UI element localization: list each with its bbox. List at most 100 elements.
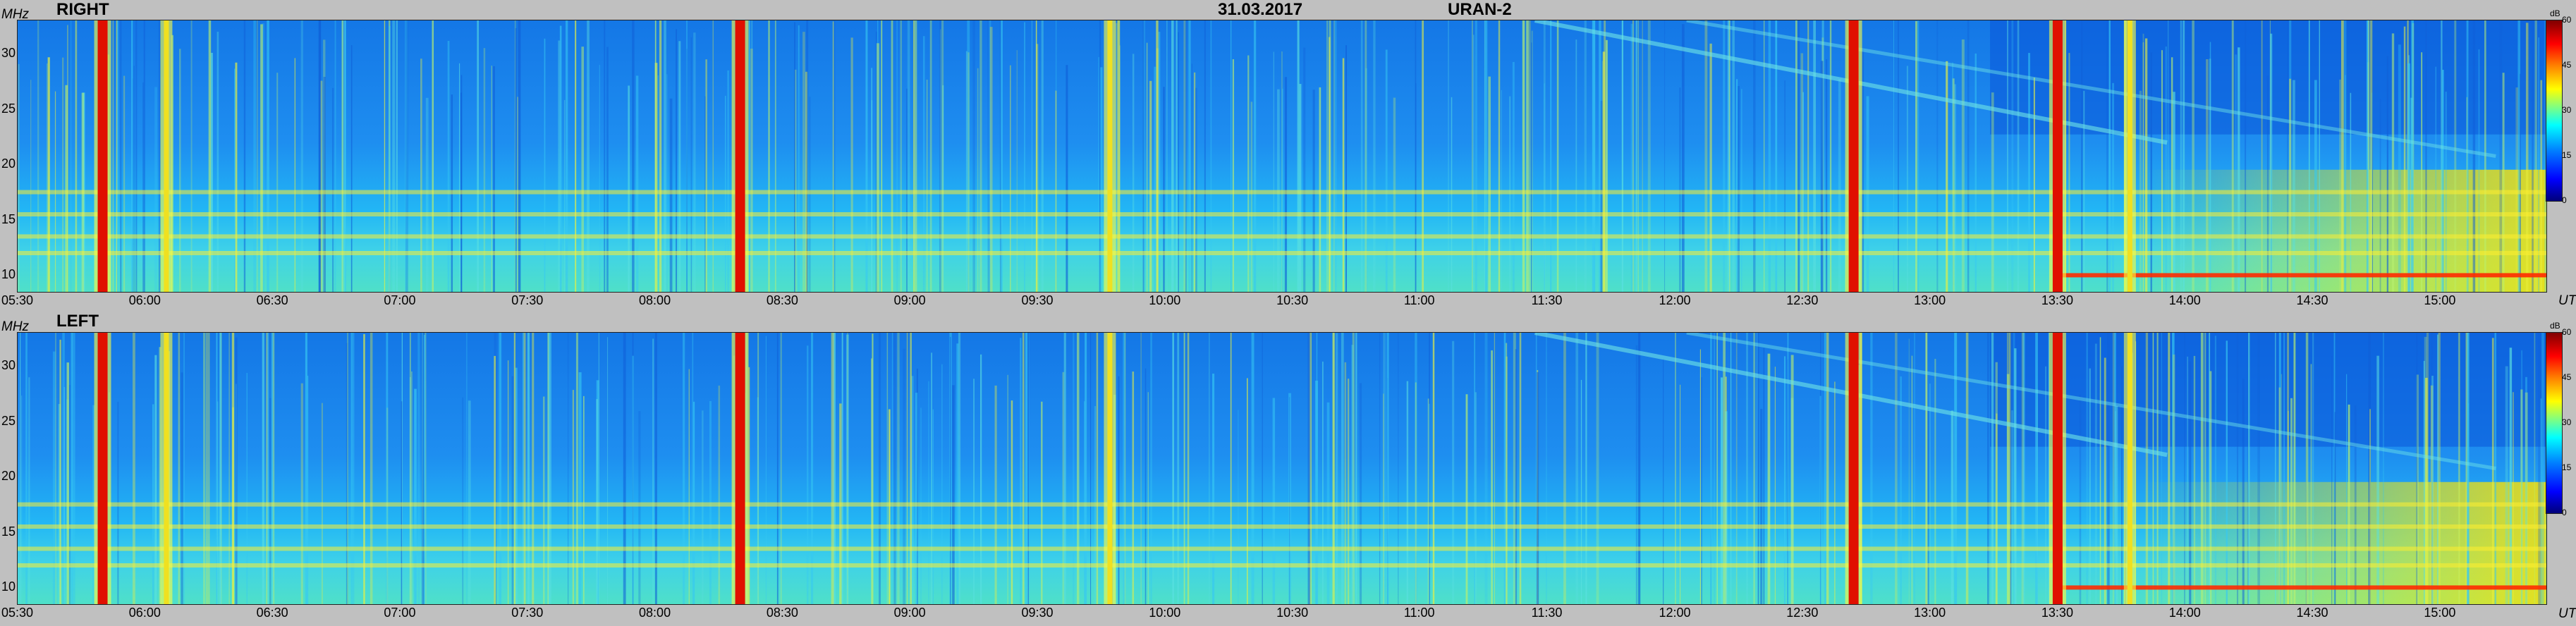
x-tick-label: 06:00 [128, 606, 161, 620]
x-tick-label: 12:30 [1786, 293, 1819, 307]
interference-line [18, 234, 2546, 239]
x-tick-label: 09:00 [893, 293, 926, 307]
interference-line [18, 546, 2546, 551]
burst-0947 [1107, 333, 1113, 604]
x-tick-label: 07:30 [511, 606, 544, 620]
burst-0550 [97, 20, 108, 292]
spectrogram-left [17, 332, 2547, 605]
instrument-label: URAN-2 [1448, 0, 1512, 19]
y-tick-label: 30 [1, 358, 16, 373]
colorbar-unit-2: dB [2550, 321, 2560, 331]
colorbar-tick-label: 60 [2562, 327, 2572, 337]
interference-line [2057, 585, 2546, 590]
y-tick-label: 20 [1, 156, 16, 171]
y-tick-label: 25 [1, 413, 16, 428]
x-tick-label: 08:30 [766, 606, 798, 620]
interference-line [2057, 273, 2546, 278]
y-tick-label: 30 [1, 46, 16, 61]
colorbar-right [2546, 20, 2563, 202]
x-tick-label: 10:30 [1276, 606, 1309, 620]
colorbar-tick-label: 45 [2562, 60, 2572, 70]
spectrogram-right-svg [18, 20, 2546, 292]
x-tick-label: 10:30 [1276, 293, 1309, 307]
x-tick-label: 15:00 [2424, 606, 2456, 620]
low-intensity-region [1990, 20, 2546, 135]
burst-1242 [1848, 20, 1859, 292]
colorbar-tick-label: 45 [2562, 372, 2572, 382]
x-tick-label: 07:00 [384, 293, 416, 307]
burst-1347 [2127, 333, 2132, 604]
interference-line [18, 212, 2546, 216]
x-tick-label: 11:00 [1403, 606, 1435, 620]
x-tick-label: 09:30 [1021, 293, 1054, 307]
interference-line [18, 251, 2546, 255]
date-label: 31.03.2017 [1218, 0, 1303, 19]
y-unit-label: MHz [1, 7, 30, 22]
x-tick-label: 11:30 [1531, 293, 1563, 307]
colorbar-tick-label: 15 [2562, 462, 2572, 472]
interference-line [18, 190, 2546, 195]
y-tick-label: 15 [1, 211, 16, 226]
x-tick-label: 13:00 [1914, 606, 1946, 620]
x-tick-label: 11:30 [1531, 606, 1563, 620]
x-tick-label: 14:00 [2168, 293, 2201, 307]
colorbar-tick-label: 30 [2562, 105, 2572, 115]
interference-line [18, 524, 2546, 529]
colorbar-unit: dB [2550, 8, 2560, 18]
x-tick-label: 08:00 [639, 293, 671, 307]
y-tick-label: 10 [1, 579, 16, 594]
burst-1330 [2052, 20, 2063, 292]
x-tick-label: 09:00 [893, 606, 926, 620]
burst-1242 [1848, 333, 1859, 604]
x-unit-label: UT [2558, 293, 2576, 308]
spectrogram-left-svg [18, 333, 2546, 604]
x-tick-label: 15:00 [2424, 293, 2456, 307]
interference-line [18, 502, 2546, 507]
x-tick-label: 05:30 [1, 293, 34, 307]
x-tick-label: 08:30 [766, 293, 798, 307]
x-tick-label: 12:00 [1659, 606, 1691, 620]
y-tick-label: 20 [1, 469, 16, 484]
x-tick-label: 14:30 [2296, 293, 2328, 307]
x-tick-label: 12:30 [1786, 606, 1819, 620]
x-tick-label: 13:30 [2041, 293, 2073, 307]
y-unit-label-2: MHz [1, 319, 30, 334]
colorbar-tick-label: 0 [2562, 508, 2567, 517]
x-tick-label: 06:00 [128, 293, 161, 307]
x-tick-label: 10:00 [1149, 606, 1181, 620]
x-tick-label: 09:30 [1021, 606, 1054, 620]
colorbar-tick-label: 0 [2562, 195, 2567, 205]
x-tick-label: 14:00 [2168, 606, 2201, 620]
burst-1330 [2052, 333, 2063, 604]
x-tick-label: 05:30 [1, 606, 34, 620]
y-tick-label: 15 [1, 524, 16, 539]
x-tick-label: 06:30 [256, 293, 288, 307]
panel-label-right: RIGHT [56, 0, 109, 19]
interference-line [18, 563, 2546, 567]
colorbar-tick-label: 60 [2562, 15, 2572, 25]
x-tick-label: 13:30 [2041, 606, 2073, 620]
burst-0820 [735, 20, 745, 292]
x-unit-label-2: UT [2558, 606, 2576, 621]
y-tick-label: 25 [1, 101, 16, 116]
drift-feature [1686, 20, 2496, 158]
x-tick-label: 13:00 [1914, 293, 1946, 307]
x-tick-label: 07:30 [511, 293, 544, 307]
burst-0605 [164, 20, 169, 292]
panel-label-left: LEFT [56, 312, 99, 331]
burst-0947 [1107, 20, 1113, 292]
burst-0820 [735, 333, 745, 604]
burst-1347 [2127, 20, 2132, 292]
x-tick-label: 08:00 [639, 606, 671, 620]
x-tick-label: 06:30 [256, 606, 288, 620]
x-tick-label: 10:00 [1149, 293, 1181, 307]
colorbar-left [2546, 332, 2563, 514]
y-tick-label: 10 [1, 267, 16, 282]
colorbar-tick-label: 30 [2562, 417, 2572, 427]
vertical-streaks [18, 20, 2546, 292]
x-tick-label: 11:00 [1403, 293, 1435, 307]
burst-0605 [164, 333, 169, 604]
colorbar-tick-label: 15 [2562, 150, 2572, 160]
x-tick-label: 12:00 [1659, 293, 1691, 307]
burst-0550 [97, 333, 108, 604]
